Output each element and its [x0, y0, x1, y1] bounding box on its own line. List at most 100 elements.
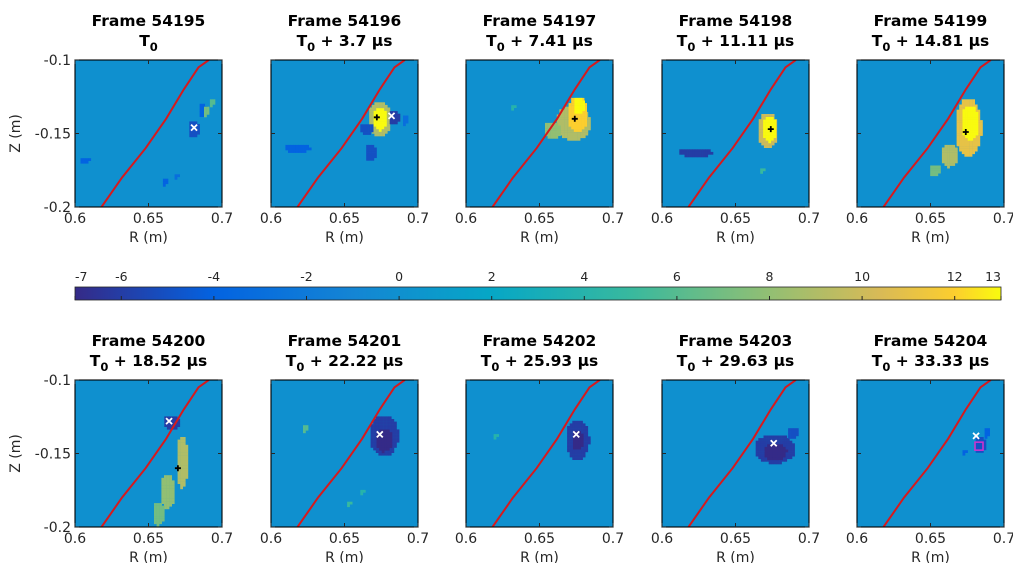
heatmap-cell	[383, 421, 387, 425]
heatmap-cell	[786, 443, 790, 447]
x-axis-label: R (m)	[911, 230, 950, 246]
heatmap-cell	[947, 155, 950, 159]
heatmap-cell	[373, 429, 376, 433]
heatmap-cell	[381, 426, 384, 430]
x-axis-label: R (m)	[716, 230, 755, 246]
heatmap-cell	[197, 124, 200, 127]
heatmap-cell	[169, 493, 172, 497]
heatmap-background	[75, 60, 222, 207]
x-tick-label: 0.6	[64, 531, 86, 547]
heatmap-cell	[702, 149, 706, 153]
heatmap-cell	[301, 147, 304, 151]
heatmap-cell	[388, 452, 392, 456]
heatmap-cell	[579, 118, 582, 122]
heatmap-cell	[552, 125, 556, 129]
heatmap-cell	[159, 518, 162, 522]
heatmap-cell	[792, 451, 795, 454]
heatmap-cell	[959, 122, 962, 126]
heatmap-cell	[180, 455, 183, 458]
heatmap-cell	[585, 428, 589, 432]
x-marker	[972, 432, 980, 440]
x-axis-label: R (m)	[911, 550, 950, 563]
heatmap-cell	[972, 101, 975, 105]
heatmap-cell	[568, 113, 572, 117]
heatmap-cell	[977, 125, 981, 129]
heatmap-cell	[164, 477, 167, 481]
heatmap-cell	[582, 423, 586, 427]
heatmap-cell	[684, 149, 688, 153]
heatmap-cell	[389, 432, 393, 435]
heatmap-cell	[767, 446, 770, 450]
heatmap-cell	[774, 140, 778, 143]
heatmap-cell	[164, 490, 167, 494]
heatmap-cell	[975, 114, 979, 118]
heatmap-cell	[547, 125, 551, 129]
heatmap-cell	[962, 119, 966, 123]
heatmap-cell	[967, 99, 970, 103]
heatmap-cell	[587, 439, 591, 442]
heatmap-cell	[974, 140, 978, 144]
heatmap-cell	[562, 132, 565, 136]
heatmap-cell	[765, 122, 769, 125]
heatmap-cell	[959, 107, 962, 110]
heatmap-cell	[381, 429, 385, 433]
heatmap-cell	[944, 157, 948, 161]
heatmap-cells	[491, 60, 601, 207]
heatmap-cell	[977, 138, 981, 142]
colorbar-tick-label: -6	[115, 269, 128, 284]
heatmap-cell	[967, 104, 970, 108]
heatmap-cell	[555, 128, 559, 131]
heatmap-cell	[952, 144, 956, 148]
heatmap-cell	[577, 108, 580, 112]
heatmap-cell	[403, 120, 406, 124]
heatmap-cell	[388, 450, 392, 453]
heatmap-cell	[564, 119, 568, 123]
heatmap-cell	[375, 416, 379, 420]
heatmap-cell	[786, 451, 790, 454]
heatmap-cell	[164, 475, 167, 478]
heatmap-cell	[182, 439, 186, 443]
heatmap-cell	[987, 433, 990, 437]
heatmap-cell	[379, 437, 382, 441]
heatmap-cell	[965, 114, 968, 118]
frame-title: Frame 54203	[679, 332, 793, 350]
heatmap-cell	[947, 152, 950, 156]
heatmap-cell	[381, 419, 384, 422]
heatmap-cell	[765, 119, 769, 123]
heatmap-cell	[384, 107, 388, 111]
heatmap-cell	[790, 436, 794, 439]
heatmap-cell	[370, 432, 374, 435]
heatmap-cell	[370, 437, 374, 440]
heatmap-cell	[371, 152, 375, 156]
heatmap-cell	[580, 132, 583, 136]
heatmap-cell	[185, 457, 189, 461]
heatmap-cell	[941, 160, 945, 164]
heatmap-cell	[781, 438, 785, 441]
heatmap-cell	[954, 150, 958, 153]
heatmap-cell	[177, 478, 181, 482]
heatmap-cell	[182, 476, 186, 479]
heatmap-cell	[169, 485, 172, 489]
heatmap-cell	[308, 147, 312, 151]
heatmap-cell	[764, 446, 768, 450]
heatmap-cell	[378, 421, 382, 425]
heatmap-cell	[941, 147, 945, 151]
heatmap-cell	[584, 110, 587, 114]
heatmap-cell	[961, 146, 965, 149]
heatmap-cell	[171, 490, 175, 494]
heatmap-cell	[768, 140, 772, 144]
heatmap-cell	[303, 430, 306, 434]
heatmap-cell	[977, 122, 981, 126]
heatmap-cell	[389, 116, 393, 120]
heatmap-cell	[387, 110, 391, 113]
heatmap-cell	[758, 119, 762, 122]
heatmap-cell	[983, 442, 987, 445]
heatmap-cell	[758, 440, 762, 444]
heatmap-background	[271, 60, 418, 207]
heatmap-cell	[177, 450, 181, 453]
time-offset: + 29.63 μs	[695, 352, 794, 370]
heatmap-cell	[378, 452, 382, 456]
heatmap-cell	[391, 421, 395, 425]
heatmap-cell	[85, 158, 89, 161]
heatmap-cell	[156, 523, 160, 527]
